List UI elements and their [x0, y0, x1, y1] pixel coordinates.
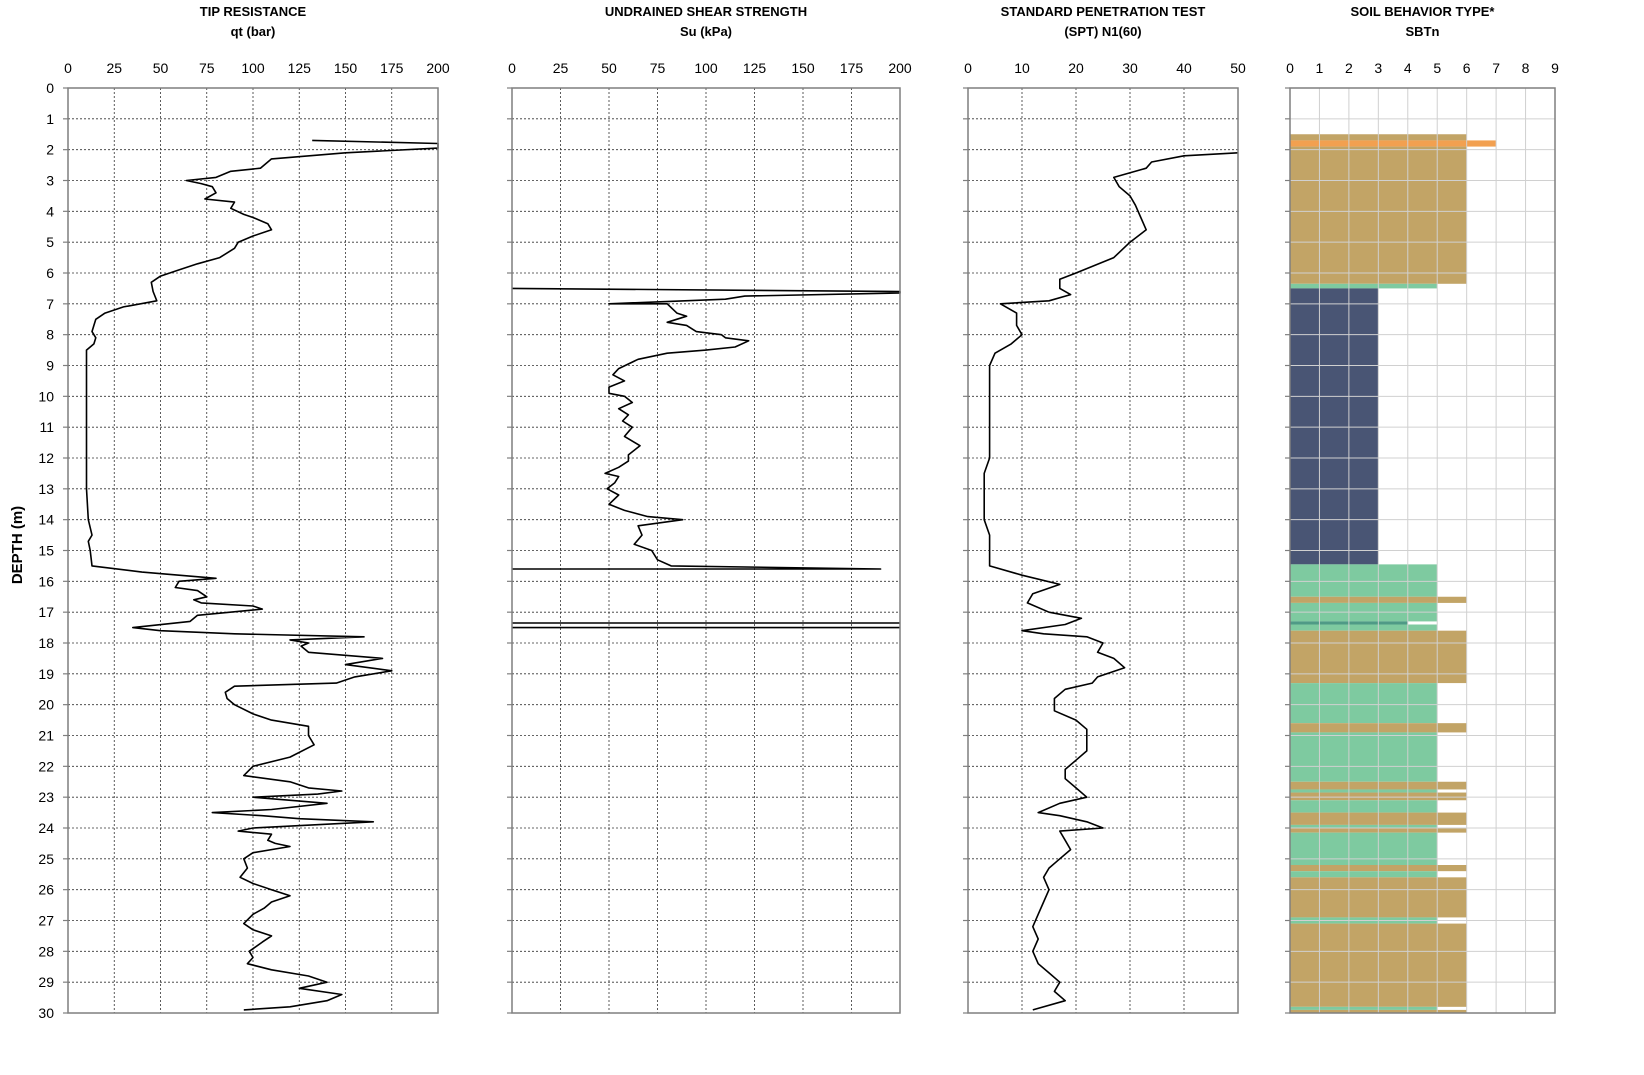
y-tick-label: 23: [38, 789, 54, 805]
x-tick-label: 100: [241, 60, 265, 76]
x-tick-label: 2: [1345, 60, 1353, 76]
x-tick-label: 25: [106, 60, 122, 76]
sbt-layer: [1290, 564, 1438, 597]
y-tick-label: 29: [38, 974, 54, 990]
sbt-layer: [1290, 140, 1497, 147]
x-tick-label: 40: [1176, 60, 1192, 76]
sbt-layer: [1290, 732, 1438, 782]
panel-undrained-shear-strength: UNDRAINED SHEAR STRENGTH Su (kPa) 0 25 50 75 1…: [507, 4, 912, 1014]
sbt-layer: [1290, 283, 1438, 289]
plot-frame: [67, 87, 439, 1014]
y-tick-label: 8: [46, 327, 54, 343]
plot-frame: [1289, 87, 1556, 1014]
x-tick-label: 9: [1551, 60, 1559, 76]
sbt-layer: [1290, 824, 1438, 828]
x-tick-label: 75: [199, 60, 215, 76]
x-tick-label: 0: [508, 60, 516, 76]
y-tick-label: 21: [38, 728, 54, 744]
panel-title: TIP RESISTANCE: [200, 4, 307, 19]
x-tick-label: 175: [380, 60, 404, 76]
x-tick-label: 100: [694, 60, 718, 76]
x-tick-label: 20: [1068, 60, 1084, 76]
x-tick-label: 150: [791, 60, 815, 76]
y-tick-label: 7: [46, 296, 54, 312]
y-tick-label: 17: [38, 604, 54, 620]
y-tick-label: 25: [38, 851, 54, 867]
x-tick-label: 125: [288, 60, 312, 76]
x-tick-label: 6: [1463, 60, 1471, 76]
panel-spt: STANDARD PENETRATION TEST (SPT) N1(60) 0 10…: [963, 4, 1246, 1014]
panel-title: STANDARD PENETRATION TEST: [1001, 4, 1206, 19]
x-tick-label: 8: [1522, 60, 1530, 76]
y-tick-label: 10: [38, 388, 54, 404]
x-tick-label: 1: [1316, 60, 1324, 76]
x-tick-label: 0: [964, 60, 972, 76]
panel-soil-behavior-type: SOIL BEHAVIOR TYPE* SBTn 0 1 2 3 4 5 6 7 8 9: [1285, 4, 1559, 1014]
sbt-layer: [1290, 683, 1438, 724]
x-tick-label: 0: [1286, 60, 1294, 76]
sbt-layer: [1290, 832, 1438, 865]
y-tick-label: 24: [38, 820, 54, 836]
y-tick-label: 22: [38, 758, 54, 774]
x-tick-label: 50: [601, 60, 617, 76]
x-tick-label: 4: [1404, 60, 1412, 76]
y-tick-label: 12: [38, 450, 54, 466]
sbt-layer: [1290, 1006, 1438, 1010]
y-tick-label: 6: [46, 265, 54, 281]
y-tick-label: 15: [38, 543, 54, 559]
x-tick-label: 10: [1014, 60, 1030, 76]
y-tick-label: 18: [38, 635, 54, 651]
y-tick-label: 30: [38, 1005, 54, 1021]
y-tick-label: 11: [39, 419, 54, 435]
y-tick-label: 20: [38, 697, 54, 713]
data-series-line: [511, 287, 901, 570]
x-tick-label: 200: [426, 60, 450, 76]
depth-axis-label: DEPTH (m): [9, 506, 26, 584]
y-tick-label: 19: [38, 666, 54, 682]
y-tick-label: 1: [46, 111, 54, 127]
x-tick-label: 3: [1374, 60, 1382, 76]
sbt-layer: [1290, 789, 1438, 793]
y-tick-label: 28: [38, 943, 54, 959]
x-tick-label: 30: [1122, 60, 1138, 76]
y-tick-label: 16: [38, 573, 54, 589]
sbt-layer: [1290, 871, 1438, 878]
x-tick-label: 175: [840, 60, 864, 76]
y-tick-label: 13: [38, 481, 54, 497]
panel-title: UNDRAINED SHEAR STRENGTH: [605, 4, 807, 19]
panel-subtitle: (SPT) N1(60): [1064, 24, 1141, 39]
x-tick-label: 7: [1492, 60, 1500, 76]
x-tick-label: 25: [553, 60, 569, 76]
x-tick-label: 50: [153, 60, 169, 76]
sbt-layer: [1290, 624, 1438, 631]
x-tick-label: 125: [743, 60, 767, 76]
y-tick-label: 5: [46, 234, 54, 250]
y-tick-label: 26: [38, 882, 54, 898]
panel-title: SOIL BEHAVIOR TYPE*: [1351, 4, 1496, 19]
y-tick-label: 3: [46, 173, 54, 189]
x-tick-label: 0: [64, 60, 72, 76]
plot-frame: [511, 87, 901, 1014]
y-tick-label: 4: [46, 203, 54, 219]
panel-subtitle: qt (bar): [231, 24, 276, 39]
plot-frame: [967, 87, 1239, 1014]
x-tick-label: 200: [888, 60, 912, 76]
x-tick-label: 5: [1433, 60, 1441, 76]
data-series-line: [983, 152, 1239, 1011]
y-tick-label: 0: [46, 80, 54, 96]
sbt-layer: [1290, 288, 1379, 565]
panel-subtitle: Su (kPa): [680, 24, 732, 39]
panel-subtitle: SBTn: [1406, 24, 1440, 39]
data-series-line: [85, 139, 439, 1011]
y-tick-label: 14: [38, 512, 54, 528]
sbt-layer: [1290, 800, 1438, 813]
y-tick-label: 9: [46, 358, 54, 374]
y-tick-label: 27: [38, 913, 54, 929]
y-tick-label: 2: [46, 142, 54, 158]
x-tick-label: 150: [334, 60, 358, 76]
x-tick-label: 50: [1230, 60, 1246, 76]
x-tick-label: 75: [650, 60, 666, 76]
